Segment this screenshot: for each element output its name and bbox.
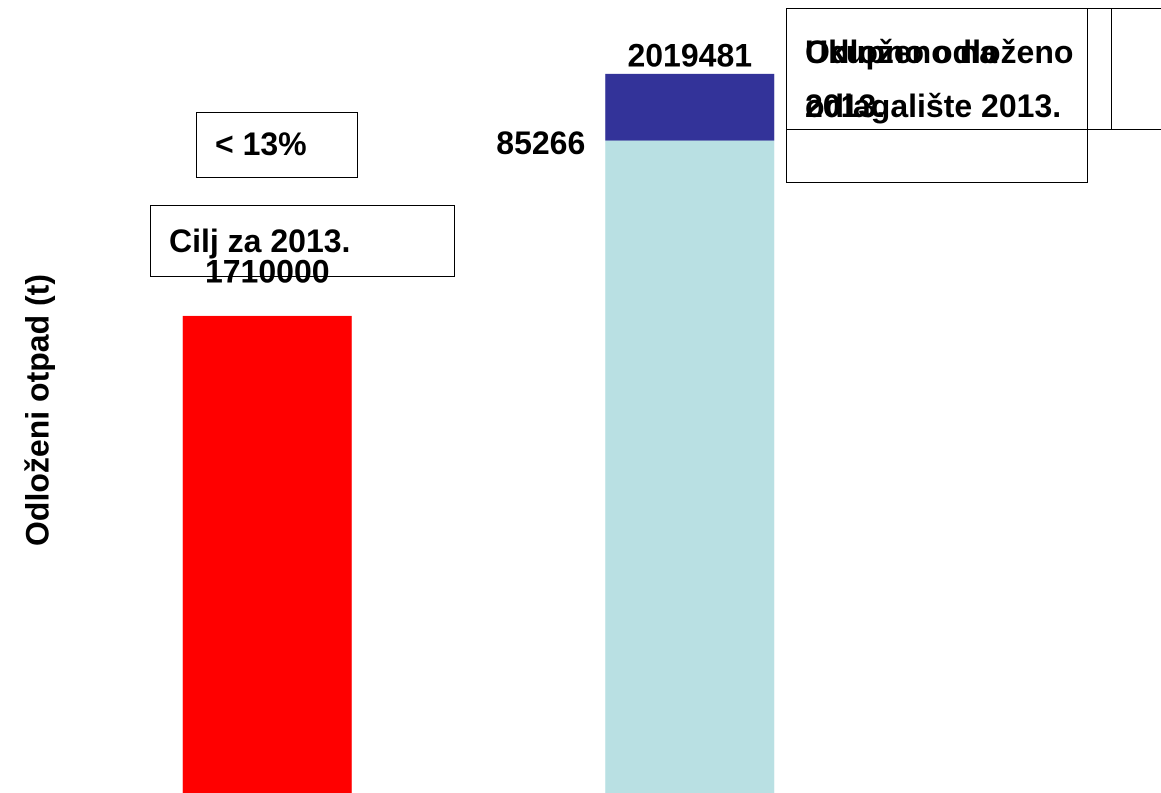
legend-box: Odloženo na odlagalište 2013. <box>786 8 1088 183</box>
annotation-box: < 13% <box>196 112 358 178</box>
legend-box: Cilj za 2013. <box>150 205 455 277</box>
bar-segment <box>182 315 352 793</box>
data-label: 85266 <box>496 125 585 161</box>
y-axis-title: Odloženi otpad (t) <box>19 274 55 546</box>
legend-box: Ukupno odloženo 2013. <box>786 8 1161 130</box>
box-divider <box>1111 8 1112 130</box>
bar-segment <box>605 140 775 793</box>
total-label: 2019481 <box>627 37 752 73</box>
data-label: 1710000 <box>205 253 330 289</box>
bar-segment <box>605 73 775 141</box>
